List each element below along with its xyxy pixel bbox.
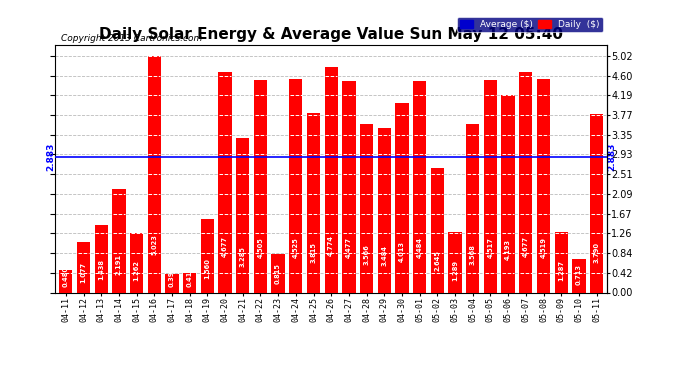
Bar [219,72,232,292]
Bar [342,81,355,292]
Bar [236,138,249,292]
Text: 4.193: 4.193 [505,240,511,261]
Text: 4.525: 4.525 [293,237,299,258]
Text: 0.815: 0.815 [275,264,281,284]
Bar [377,128,391,292]
Text: 1.262: 1.262 [134,260,139,281]
Bar [502,95,515,292]
Bar [466,124,480,292]
Bar [519,72,533,292]
Text: 0.713: 0.713 [576,264,582,285]
Bar [77,242,90,292]
Title: Daily Solar Energy & Average Value Sun May 12 05:40: Daily Solar Energy & Average Value Sun M… [99,27,563,42]
Legend: Average ($), Daily  ($): Average ($), Daily ($) [457,17,602,32]
Text: 3.568: 3.568 [470,244,475,265]
Bar [537,80,550,292]
Text: 4.519: 4.519 [540,237,546,258]
Text: 4.505: 4.505 [257,237,264,258]
Text: 2.883: 2.883 [607,142,616,171]
Text: 1.438: 1.438 [98,259,104,280]
Text: 0.480: 0.480 [63,266,69,287]
Bar [448,232,462,292]
Bar [289,79,302,292]
Text: 2.645: 2.645 [434,251,440,272]
Text: 1.289: 1.289 [452,260,458,281]
Bar [360,124,373,292]
Text: 2.883: 2.883 [46,142,55,171]
Text: 1.287: 1.287 [558,260,564,281]
Text: 4.677: 4.677 [222,236,228,257]
Text: 4.677: 4.677 [523,236,529,257]
Text: 3.484: 3.484 [382,244,387,266]
Text: 0.419: 0.419 [187,266,193,287]
Bar [148,56,161,292]
Bar [324,68,338,292]
Text: 4.477: 4.477 [346,237,352,258]
Bar [431,168,444,292]
Bar [59,270,72,292]
Bar [572,259,586,292]
Text: 4.013: 4.013 [399,241,405,262]
Bar [590,114,603,292]
Text: 1.077: 1.077 [81,261,86,282]
Text: 1.560: 1.560 [204,258,210,279]
Bar [254,80,267,292]
Text: 2.191: 2.191 [116,254,122,274]
Text: 3.790: 3.790 [593,242,600,263]
Text: Copyright 2013 Cartronics.com: Copyright 2013 Cartronics.com [61,33,202,42]
Bar [130,233,144,292]
Text: 4.484: 4.484 [417,237,423,258]
Text: 3.815: 3.815 [310,242,317,263]
Bar [307,112,320,292]
Bar [271,254,285,292]
Bar [112,189,126,292]
Text: 0.396: 0.396 [169,266,175,287]
Bar [183,273,196,292]
Text: 3.566: 3.566 [364,244,370,265]
Bar [395,104,408,292]
Bar [413,81,426,292]
Text: 3.285: 3.285 [239,246,246,267]
Bar [555,232,568,292]
Text: 5.023: 5.023 [151,234,157,255]
Text: 4.517: 4.517 [487,237,493,258]
Text: 4.774: 4.774 [328,236,334,256]
Bar [201,219,214,292]
Bar [484,80,497,292]
Bar [166,274,179,292]
Bar [95,225,108,292]
